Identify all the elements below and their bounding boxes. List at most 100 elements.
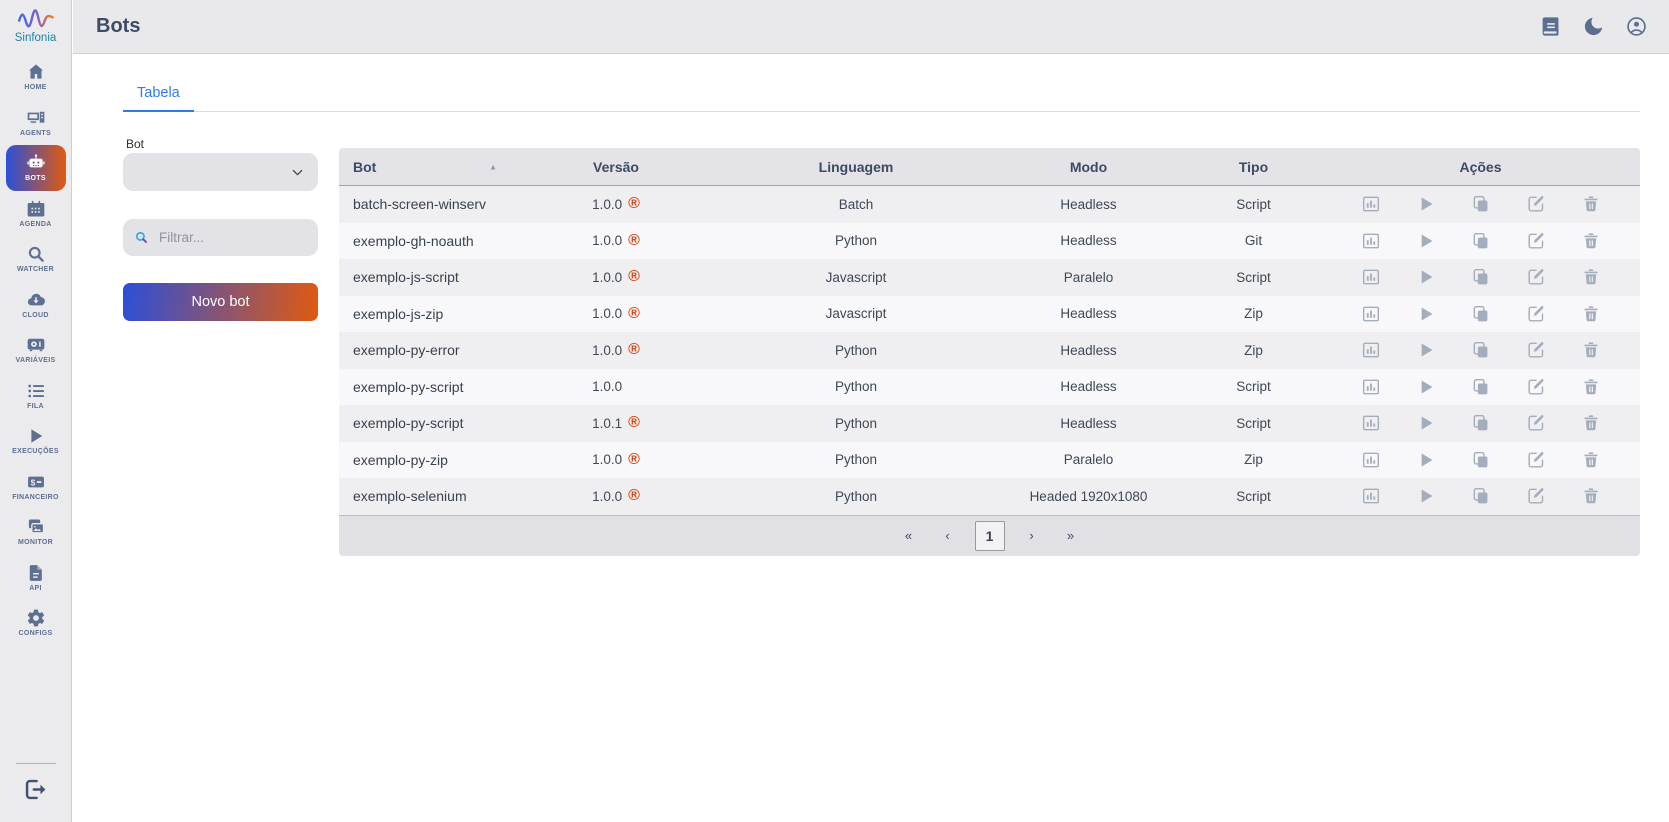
stats-icon[interactable]	[1361, 413, 1381, 433]
delete-icon[interactable]	[1581, 340, 1601, 360]
new-bot-button[interactable]: Novo bot	[123, 283, 318, 321]
edit-icon[interactable]	[1526, 340, 1546, 360]
delete-icon[interactable]	[1581, 304, 1601, 324]
bot-mode-cell: Headless	[1060, 342, 1117, 358]
sidebar-item-monitor[interactable]: MONITOR	[0, 509, 71, 555]
copy-icon[interactable]	[1471, 194, 1491, 214]
bot-language-cell: Python	[834, 233, 878, 249]
sidebar-item-variaveis[interactable]: VARIÁVEIS	[0, 327, 71, 373]
filter-field	[123, 219, 318, 256]
edit-icon[interactable]	[1526, 413, 1546, 433]
sidebar-item-home[interactable]: HOME	[0, 54, 71, 100]
bot-version-cell: 1.0.0 ®	[511, 231, 721, 249]
delete-icon[interactable]	[1581, 413, 1601, 433]
stats-icon[interactable]	[1361, 340, 1381, 360]
sidebar-item-bots[interactable]: BOTS	[5, 145, 66, 191]
bot-version-cell: 1.0.0 ®	[511, 379, 721, 395]
dark-mode-moon-icon[interactable]	[1582, 15, 1605, 38]
edit-icon[interactable]	[1526, 486, 1546, 506]
main-content: Tabela Bot Novo bot Bot ▲ Versão	[73, 55, 1669, 822]
copy-icon[interactable]	[1471, 450, 1491, 470]
sidebar-item-agenda[interactable]: AGENDA	[0, 191, 71, 237]
sidebar-item-cloud[interactable]: CLOUD	[0, 282, 71, 328]
stats-icon[interactable]	[1361, 267, 1381, 287]
version-text: 1.0.0	[592, 269, 623, 285]
delete-icon[interactable]	[1581, 486, 1601, 506]
copy-icon[interactable]	[1471, 267, 1491, 287]
run-icon[interactable]	[1416, 377, 1436, 397]
edit-icon[interactable]	[1526, 304, 1546, 324]
bot-mode-cell: Paralelo	[1063, 452, 1114, 468]
registered-icon: ®	[628, 450, 640, 468]
run-icon[interactable]	[1416, 340, 1436, 360]
edit-icon[interactable]	[1526, 450, 1546, 470]
sidebar-item-financeiro[interactable]: $ FINANCEIRO	[0, 464, 71, 510]
sort-ascending-icon[interactable]: ▲	[489, 162, 497, 171]
delete-icon[interactable]	[1581, 194, 1601, 214]
sidebar-item-configs[interactable]: CONFIGS	[0, 600, 71, 646]
stats-icon[interactable]	[1361, 450, 1381, 470]
column-header-acoes[interactable]: Ações	[1459, 158, 1502, 175]
stats-icon[interactable]	[1361, 377, 1381, 397]
table-row: exemplo-js-zip 1.0.0 ® Javascript Headle…	[339, 295, 1640, 332]
run-icon[interactable]	[1416, 304, 1436, 324]
pagination-current-page[interactable]: 1	[974, 520, 1005, 551]
registered-icon: ®	[628, 231, 640, 249]
column-header-tipo[interactable]: Tipo	[1238, 158, 1269, 175]
bot-name-cell: exemplo-selenium	[353, 488, 467, 505]
stats-icon[interactable]	[1361, 231, 1381, 251]
edit-icon[interactable]	[1526, 267, 1546, 287]
sidebar-item-fila[interactable]: FILA	[0, 373, 71, 419]
run-icon[interactable]	[1416, 267, 1436, 287]
copy-icon[interactable]	[1471, 413, 1491, 433]
copy-icon[interactable]	[1471, 304, 1491, 324]
copy-icon[interactable]	[1471, 486, 1491, 506]
registered-icon: ®	[628, 341, 640, 359]
run-icon[interactable]	[1416, 450, 1436, 470]
run-icon[interactable]	[1416, 231, 1436, 251]
delete-icon[interactable]	[1581, 450, 1601, 470]
account-icon[interactable]	[1625, 15, 1648, 38]
table-row: exemplo-js-script 1.0.0 ® Javascript Par…	[339, 259, 1640, 296]
bot-select[interactable]	[123, 153, 318, 191]
delete-icon[interactable]	[1581, 231, 1601, 251]
stats-icon[interactable]	[1361, 486, 1381, 506]
logout-button[interactable]	[20, 774, 51, 808]
pagination-first-button[interactable]: «	[897, 528, 921, 543]
pagination-next-button[interactable]: ›	[1020, 528, 1044, 543]
stats-icon[interactable]	[1361, 194, 1381, 214]
stats-icon[interactable]	[1361, 304, 1381, 324]
sidebar-item-execucoes[interactable]: EXECUÇÕES	[0, 418, 71, 464]
copy-icon[interactable]	[1471, 340, 1491, 360]
column-header-linguagem[interactable]: Linguagem	[818, 158, 894, 175]
column-header-versao[interactable]: Versão	[593, 158, 639, 175]
list-icon	[28, 384, 44, 397]
sidebar-item-agents[interactable]: AGENTS	[0, 100, 71, 146]
sidebar-item-api[interactable]: API	[0, 555, 71, 601]
tab-tabela[interactable]: Tabela	[123, 85, 194, 112]
table-body: batch-screen-winserv 1.0.0 ® Batch Headl…	[339, 186, 1640, 515]
docs-book-icon[interactable]	[1539, 15, 1562, 38]
brand-name: Sinfonia	[14, 32, 57, 44]
pagination-last-button[interactable]: »	[1059, 528, 1083, 543]
edit-icon[interactable]	[1526, 377, 1546, 397]
edit-icon[interactable]	[1526, 231, 1546, 251]
delete-icon[interactable]	[1581, 377, 1601, 397]
bot-type-cell: Script	[1236, 379, 1271, 395]
pagination-prev-button[interactable]: ‹	[936, 528, 960, 543]
edit-icon[interactable]	[1526, 194, 1546, 214]
delete-icon[interactable]	[1581, 267, 1601, 287]
copy-icon[interactable]	[1471, 231, 1491, 251]
table-header: Bot ▲ Versão Linguagem Modo Tipo Ações	[339, 148, 1640, 186]
run-icon[interactable]	[1416, 486, 1436, 506]
sidebar-item-watcher[interactable]: WATCHER	[0, 236, 71, 282]
run-icon[interactable]	[1416, 413, 1436, 433]
run-icon[interactable]	[1416, 194, 1436, 214]
filter-input[interactable]	[157, 229, 307, 246]
column-header-modo[interactable]: Modo	[1069, 158, 1108, 175]
row-actions	[1321, 267, 1640, 287]
copy-icon[interactable]	[1471, 377, 1491, 397]
bot-mode-cell: Paralelo	[1063, 269, 1114, 285]
table-row: exemplo-py-script 1.0.1 ® Python Headles…	[339, 405, 1640, 442]
column-header-bot[interactable]: Bot ▲	[353, 158, 497, 175]
